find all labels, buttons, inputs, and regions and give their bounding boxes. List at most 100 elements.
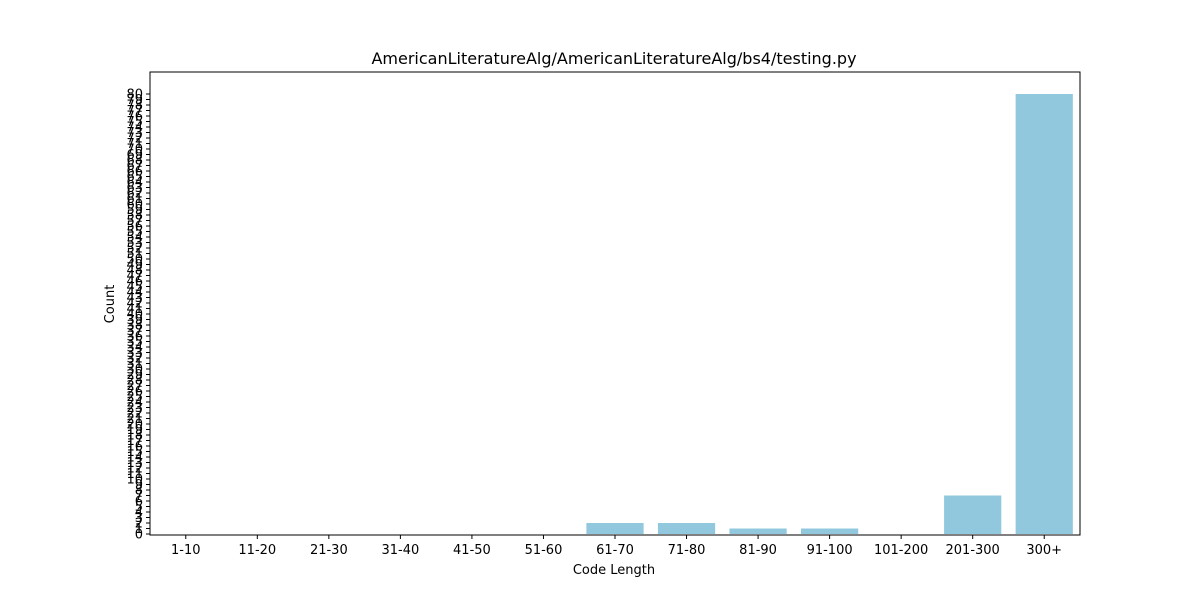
- y-tick-label: 35: [126, 335, 143, 350]
- y-tick-label: 47: [126, 269, 143, 284]
- x-tick-label: 51-60: [525, 543, 563, 558]
- y-tick-label: 43: [126, 291, 143, 306]
- x-axis-label: Code Length: [573, 563, 655, 578]
- y-tick-label: 70: [126, 143, 143, 158]
- y-tick-label: 13: [126, 456, 143, 471]
- y-tick-label: 8: [135, 484, 143, 499]
- y-tick-label: 4: [135, 506, 143, 521]
- y-tick-label: 78: [126, 99, 143, 114]
- chart-title: AmericanLiteratureAlg/AmericanLiterature…: [371, 49, 856, 68]
- y-tick-label: 3: [135, 511, 143, 526]
- y-tick-label: 55: [126, 225, 143, 240]
- y-tick-label: 72: [126, 132, 143, 147]
- y-tick-label: 69: [126, 148, 143, 163]
- y-tick-label: 74: [126, 121, 143, 136]
- bar-61-70: [586, 523, 644, 534]
- y-tick-label: 51: [126, 247, 143, 262]
- y-tick-label: 54: [126, 231, 143, 246]
- y-tick-label: 22: [126, 407, 143, 422]
- y-tick-label: 44: [126, 286, 143, 301]
- y-tick-label: 40: [126, 308, 143, 323]
- y-tick-label: 5: [135, 500, 143, 515]
- y-tick-label: 32: [126, 352, 143, 367]
- y-tick-label: 17: [126, 434, 143, 449]
- y-tick-label: 68: [126, 154, 143, 169]
- y-tick-label: 71: [126, 137, 143, 152]
- y-tick-label: 0: [135, 528, 143, 543]
- y-tick-label: 45: [126, 280, 143, 295]
- y-tick-label: 23: [126, 401, 143, 416]
- bar-201-300: [944, 495, 1002, 534]
- x-tick-label: 11-20: [238, 543, 276, 558]
- y-tick-label: 27: [126, 379, 143, 394]
- bar-71-80: [657, 523, 716, 534]
- y-tick-label: 2: [135, 517, 143, 532]
- y-tick-label: 15: [126, 445, 143, 460]
- y-tick-label: 39: [126, 313, 143, 328]
- y-tick-label: 79: [126, 93, 143, 108]
- y-tick-label: 6: [135, 495, 143, 510]
- y-tick-label: 37: [126, 324, 143, 339]
- y-tick-label: 76: [126, 110, 143, 125]
- bar-91-100: [801, 528, 859, 534]
- y-tick-label: 14: [126, 451, 143, 466]
- y-tick-label: 62: [126, 187, 143, 202]
- y-tick-label: 24: [126, 396, 143, 411]
- x-tick-label: 1-10: [171, 543, 201, 558]
- y-tick-label: 36: [126, 330, 143, 345]
- plot-frame: [149, 71, 1081, 536]
- y-tick-label: 50: [126, 253, 143, 268]
- y-tick-label: 75: [126, 115, 143, 130]
- y-tick-label: 21: [126, 412, 143, 427]
- y-tick-label: 46: [126, 275, 143, 290]
- y-axis-label: Count: [103, 285, 118, 324]
- bars-group: [586, 94, 1073, 534]
- x-tick-label: 31-40: [381, 543, 419, 558]
- y-tick-label: 57: [126, 214, 143, 229]
- y-tick-label: 10: [126, 473, 143, 488]
- x-tick-label: 201-300: [946, 543, 1000, 558]
- y-tick-label: 42: [126, 297, 143, 312]
- y-tick-label: 63: [126, 181, 143, 196]
- y-tick-label: 53: [126, 236, 143, 251]
- x-tick-label: 91-100: [807, 543, 853, 558]
- y-tick-label: 52: [126, 242, 143, 257]
- y-tick-label: 41: [126, 302, 143, 317]
- y-tick-label: 18: [126, 429, 143, 444]
- y-tick-label: 20: [126, 418, 143, 433]
- y-tick-label: 67: [126, 159, 143, 174]
- bar-300+: [1015, 94, 1073, 534]
- y-tick-label: 12: [126, 462, 143, 477]
- y-tick-label: 49: [126, 258, 143, 273]
- y-tick-label: 34: [126, 341, 143, 356]
- y-tick-label: 26: [126, 385, 143, 400]
- y-tick-label: 61: [126, 192, 143, 207]
- x-tick-label: 81-90: [739, 543, 777, 558]
- y-tick-label: 16: [126, 440, 143, 455]
- y-tick-label: 80: [126, 88, 143, 103]
- y-tick-label: 56: [126, 220, 143, 235]
- x-tick-label: 300+: [1026, 543, 1062, 558]
- y-tick-label: 48: [126, 264, 143, 279]
- y-tick-label: 60: [126, 198, 143, 213]
- y-tick-label: 65: [126, 170, 143, 185]
- y-tick-label: 1: [135, 522, 143, 537]
- y-tick-label: 9: [135, 478, 143, 493]
- y-tick-label: 29: [126, 368, 143, 383]
- y-axis: 0123456789101112131415161718192021222324…: [126, 88, 150, 543]
- y-tick-label: 73: [126, 126, 143, 141]
- y-tick-label: 31: [126, 357, 143, 372]
- x-tick-label: 61-70: [596, 543, 634, 558]
- x-tick-label: 71-80: [668, 543, 706, 558]
- y-tick-label: 28: [126, 374, 143, 389]
- x-tick-label: 101-200: [874, 543, 928, 558]
- y-tick-label: 25: [126, 390, 143, 405]
- y-tick-label: 33: [126, 346, 143, 361]
- y-tick-label: 58: [126, 209, 143, 224]
- y-tick-label: 30: [126, 363, 143, 378]
- y-tick-label: 11: [126, 467, 143, 482]
- x-tick-label: 21-30: [310, 543, 348, 558]
- y-tick-label: 7: [135, 489, 143, 504]
